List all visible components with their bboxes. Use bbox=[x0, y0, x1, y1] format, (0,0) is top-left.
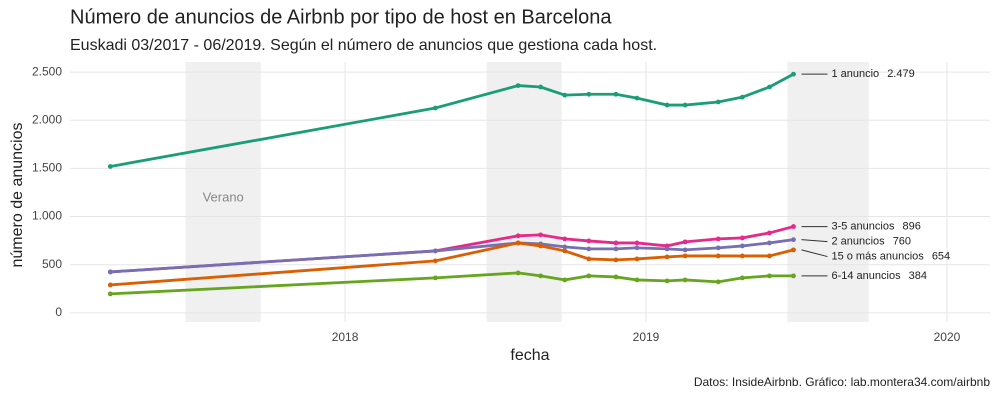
point bbox=[739, 253, 745, 259]
point bbox=[586, 256, 592, 262]
x-tick-label: 2020 bbox=[934, 330, 961, 344]
legend-label: 3-5 anuncios bbox=[831, 220, 894, 232]
point bbox=[538, 243, 544, 249]
point bbox=[432, 248, 438, 254]
series-line bbox=[110, 225, 794, 274]
point bbox=[107, 282, 113, 288]
point bbox=[634, 245, 640, 251]
value-label: 896 bbox=[902, 220, 920, 232]
legend-label: 15 o más anuncios bbox=[831, 250, 924, 262]
point bbox=[515, 83, 521, 88]
point bbox=[739, 243, 745, 249]
point bbox=[791, 224, 796, 229]
point bbox=[562, 236, 568, 242]
point bbox=[791, 273, 796, 279]
point bbox=[791, 71, 796, 77]
point bbox=[107, 164, 113, 169]
point bbox=[107, 291, 113, 297]
point bbox=[538, 232, 544, 238]
point bbox=[739, 275, 745, 281]
point bbox=[515, 270, 521, 276]
point bbox=[682, 247, 688, 253]
point bbox=[664, 246, 670, 252]
series-line bbox=[110, 241, 794, 287]
point bbox=[562, 244, 568, 250]
legend-label: 6-14 anuncios bbox=[831, 270, 901, 282]
value-label: 384 bbox=[909, 270, 927, 282]
point bbox=[586, 246, 592, 252]
x-tick-label: 2019 bbox=[633, 330, 660, 344]
point bbox=[562, 248, 568, 254]
summer-band bbox=[787, 62, 869, 322]
point bbox=[613, 274, 619, 280]
point bbox=[562, 277, 568, 283]
point bbox=[739, 235, 745, 241]
y-tick-label: 2.500 bbox=[32, 64, 62, 78]
value-label: 760 bbox=[893, 235, 911, 247]
x-tick-label: 2018 bbox=[332, 330, 359, 344]
point bbox=[515, 233, 521, 239]
point bbox=[664, 254, 670, 260]
y-tick-label: 500 bbox=[42, 257, 62, 271]
point bbox=[682, 277, 688, 283]
point bbox=[538, 84, 544, 90]
point bbox=[634, 256, 640, 262]
point bbox=[515, 240, 521, 246]
summer-band bbox=[486, 62, 562, 322]
value-label: 654 bbox=[932, 250, 950, 262]
point bbox=[767, 240, 772, 246]
chart-subtitle: Euskadi 03/2017 - 06/2019. Según el núme… bbox=[70, 37, 657, 54]
chart-title: Número de anuncios de Airbnb por tipo de… bbox=[70, 6, 612, 28]
annotation: Verano bbox=[203, 189, 244, 204]
point bbox=[682, 253, 688, 259]
point bbox=[634, 277, 640, 283]
point bbox=[634, 95, 640, 101]
point bbox=[715, 236, 721, 242]
y-axis-label: número de anuncios bbox=[9, 123, 26, 268]
point bbox=[432, 105, 438, 111]
point bbox=[767, 253, 772, 259]
x-axis-label: fecha bbox=[510, 347, 549, 364]
point bbox=[432, 258, 438, 264]
point bbox=[682, 102, 688, 108]
point bbox=[791, 237, 796, 243]
point bbox=[538, 273, 544, 279]
point bbox=[586, 238, 592, 244]
y-tick-label: 1.000 bbox=[32, 209, 62, 223]
series-line bbox=[110, 271, 794, 296]
point bbox=[586, 91, 592, 97]
point bbox=[613, 246, 619, 252]
point bbox=[682, 239, 688, 245]
point bbox=[432, 275, 438, 281]
caption: Datos: InsideAirbnb. Gráfico: lab.monter… bbox=[694, 375, 990, 389]
point bbox=[664, 102, 670, 108]
point bbox=[715, 99, 721, 105]
point bbox=[715, 253, 721, 259]
label-leader bbox=[801, 249, 828, 258]
point bbox=[739, 94, 745, 100]
point bbox=[767, 273, 772, 279]
legend-label: 2 anuncios bbox=[831, 235, 885, 247]
y-tick-label: 0 bbox=[55, 305, 62, 319]
value-label: 2.479 bbox=[887, 68, 915, 80]
point bbox=[613, 240, 619, 246]
label-leader bbox=[801, 239, 828, 243]
point bbox=[562, 92, 568, 98]
point bbox=[613, 257, 619, 263]
point bbox=[664, 278, 670, 284]
point bbox=[767, 84, 772, 90]
y-tick-label: 1.500 bbox=[32, 161, 62, 175]
point bbox=[791, 247, 796, 253]
series-line bbox=[110, 72, 795, 168]
point bbox=[613, 91, 619, 97]
point bbox=[586, 273, 592, 279]
legend-label: 1 anuncio bbox=[831, 68, 879, 80]
point bbox=[634, 240, 640, 246]
point bbox=[767, 230, 772, 236]
point bbox=[107, 269, 113, 275]
point bbox=[715, 245, 721, 251]
y-tick-label: 2.000 bbox=[32, 112, 62, 126]
point bbox=[715, 279, 721, 285]
